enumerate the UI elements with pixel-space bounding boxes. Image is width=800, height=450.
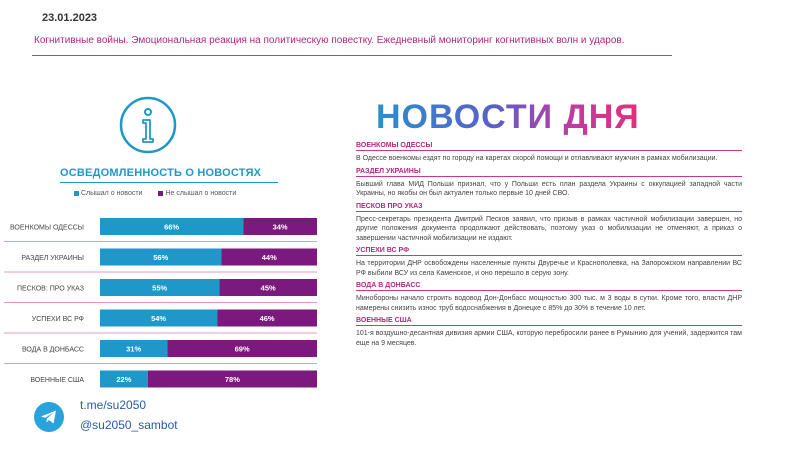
news-item-title: РАЗДЕЛ УКРАИНЫ (356, 168, 742, 177)
news-item: ВОЕНКОМЫ ОДЕССЫ В Одессе военкомы ездят … (356, 142, 742, 164)
news-list: ВОЕНКОМЫ ОДЕССЫ В Одессе военкомы ездят … (356, 142, 742, 352)
data-label: 56% (153, 253, 168, 262)
bar-not-heard (147, 370, 317, 388)
legend-label-heard: Слышал о новости (81, 190, 143, 197)
data-label: 45% (261, 284, 276, 293)
bar-not-heard (243, 218, 317, 235)
telegram-icon[interactable] (34, 402, 64, 432)
legend-swatch-not-heard (158, 191, 164, 196)
bar-heard (100, 340, 168, 357)
news-item: ВОДА В ДОНБАСС Минобороны начало строить… (356, 282, 742, 313)
news-item-title: УСПЕХИ ВС РФ (356, 247, 742, 256)
data-label: 55% (152, 284, 167, 293)
info-icon (119, 96, 177, 154)
data-label: 22% (116, 375, 131, 384)
data-label: 66% (164, 223, 179, 232)
report-date: 23.01.2023 (42, 12, 98, 24)
bar-heard (100, 279, 220, 296)
news-item-title: ВОЕНКОМЫ ОДЕССЫ (356, 142, 742, 151)
legend-swatch-heard (74, 191, 79, 196)
category-label: РАЗДЕЛ УКРАИНЫ (21, 255, 84, 262)
news-item-text: На территории ДНР освобождены населенные… (356, 260, 742, 277)
bar-not-heard (217, 309, 317, 327)
category-label: ВОДА В ДОНБАСС (22, 347, 84, 354)
data-label: 44% (262, 253, 277, 262)
chart-title: ОСВЕДОМЛЕННОСТЬ О НОВОСТЯХ (60, 167, 262, 179)
legend-item-heard: Слышал о новости (74, 190, 142, 197)
news-heading: НОВОСТИ ДНЯ (376, 98, 640, 136)
bar-heard (100, 309, 218, 327)
legend-item-not-heard: Не слышал о новости (158, 190, 236, 197)
chart-legend: Слышал о новости Не слышал о новости (74, 190, 236, 197)
data-label: 78% (225, 375, 240, 384)
news-item-text: В Одессе военкомы ездят по городу на кар… (356, 155, 718, 162)
bar-heard (100, 218, 244, 235)
header-divider (32, 55, 672, 56)
bar-not-heard (167, 340, 317, 357)
category-label: ВОЕНКОМЫ ОДЕССЫ (10, 225, 84, 232)
news-item-title: ВОЕННЫЕ США (356, 317, 742, 326)
bar-heard (100, 248, 222, 266)
data-label: 46% (260, 314, 275, 323)
news-item: ПЕСКОВ ПРО УКАЗ Пресс-секретарь президен… (356, 203, 742, 244)
bar-heard (100, 370, 148, 388)
data-label: 31% (126, 345, 141, 354)
telegram-bot-handle[interactable]: @su2050_sambot (80, 418, 178, 432)
news-item: РАЗДЕЛ УКРАИНЫ Бывший глава МИД Польши п… (356, 168, 742, 199)
category-label: ВОЕННЫЕ США (30, 377, 84, 384)
awareness-chart: ВОЕНКОМЫ ОДЕССЫ 66% 34% РАЗДЕЛ УКРАИНЫ 56% 44… (4, 218, 317, 388)
report-subtitle: Когнитивные войны. Эмоциональная реакция… (34, 35, 625, 46)
news-item-title: ПЕСКОВ ПРО УКАЗ (356, 203, 742, 212)
chart-title-divider (60, 182, 278, 183)
bar-not-heard (219, 279, 317, 296)
data-label: 54% (151, 314, 166, 323)
news-item-title: ВОДА В ДОНБАСС (356, 282, 742, 291)
legend-label-not-heard: Не слышал о новости (165, 190, 237, 197)
news-item: ВОЕННЫЕ США 101-я воздушно-десантная див… (356, 317, 742, 348)
news-item-text: Минобороны начало строить водовод Дон-До… (356, 295, 742, 312)
telegram-channel-link[interactable]: t.me/su2050 (80, 398, 147, 412)
category-label: ПЕСКОВ: ПРО УКАЗ (17, 286, 84, 293)
category-label: УСПЕХИ ВС РФ (32, 316, 84, 323)
data-label: 34% (273, 223, 288, 232)
news-item-text: Бывший глава МИД Польши признал, что у П… (356, 180, 742, 198)
data-label: 69% (235, 345, 250, 354)
news-item: УСПЕХИ ВС РФ На территории ДНР освобожде… (356, 247, 742, 278)
news-item-text: Пресс-секретарь президента Дмитрий Песко… (356, 215, 742, 242)
bar-not-heard (221, 248, 317, 266)
news-item-text: 101-я воздушно-десантная дивизия армии С… (356, 330, 742, 347)
